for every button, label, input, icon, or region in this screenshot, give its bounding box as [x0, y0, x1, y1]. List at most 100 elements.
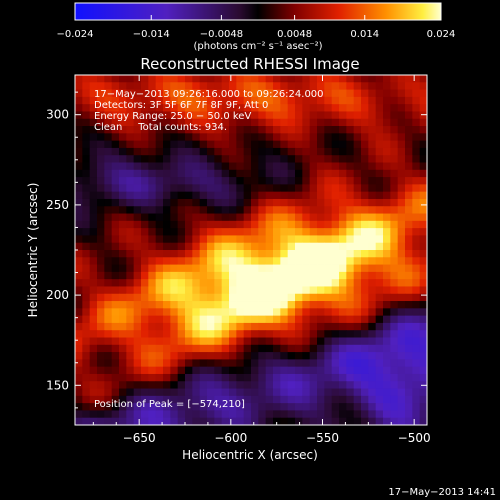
heatmap-cell — [361, 381, 369, 389]
heatmap-cell — [317, 96, 325, 105]
heatmap-cell — [265, 89, 274, 98]
heatmap-cell — [368, 322, 377, 331]
heatmap-cell — [368, 96, 377, 105]
heatmap-cell — [317, 140, 325, 149]
heatmap-cell — [163, 344, 171, 353]
heatmap-cell — [170, 242, 179, 251]
heatmap-cell — [192, 126, 201, 134]
heatmap-cell — [258, 228, 267, 236]
heatmap-cell — [163, 352, 171, 360]
heatmap-cell — [251, 315, 259, 324]
heatmap-cell — [258, 366, 267, 375]
heatmap-cell — [368, 330, 377, 338]
heatmap-cell — [251, 352, 259, 360]
heatmap-cell — [163, 279, 171, 287]
heatmap-cell — [177, 301, 186, 309]
heatmap-cell — [317, 213, 325, 222]
heatmap-cell — [317, 388, 325, 397]
heatmap-cell — [141, 96, 149, 105]
heatmap-cell — [75, 133, 83, 142]
heatmap-cell — [155, 301, 164, 309]
heatmap-cell — [331, 89, 340, 98]
heatmap-cell — [419, 162, 428, 171]
heatmap-cell — [295, 381, 303, 389]
heatmap-cell — [126, 337, 135, 346]
heatmap-cell — [375, 206, 384, 214]
heatmap-cell — [295, 111, 303, 120]
heatmap-cell — [317, 417, 325, 426]
heatmap-cell — [346, 235, 355, 244]
heatmap-cell — [104, 82, 113, 90]
heatmap-cell — [82, 373, 91, 382]
heatmap-cell — [221, 198, 230, 207]
heatmap-cell — [368, 177, 377, 185]
heatmap-cell — [236, 169, 245, 178]
heatmap-cell — [419, 220, 428, 229]
heatmap-cell — [331, 322, 340, 331]
heatmap-cell — [104, 330, 113, 338]
heatmap-cell — [207, 191, 215, 200]
heatmap-cell — [75, 177, 83, 185]
heatmap-cell — [243, 330, 252, 338]
heatmap-cell — [155, 366, 164, 375]
heatmap-cell — [229, 286, 237, 295]
heatmap-cell — [412, 352, 421, 360]
heatmap-cell — [229, 177, 237, 185]
heatmap-cell — [163, 271, 171, 280]
heatmap-cell — [405, 89, 413, 98]
heatmap-cell — [280, 126, 289, 134]
heatmap-cell — [163, 301, 171, 309]
heatmap-cell — [163, 250, 171, 258]
heatmap-cell — [258, 126, 267, 134]
heatmap-cell — [163, 206, 171, 214]
heatmap-cell — [141, 82, 149, 90]
heatmap-cell — [390, 126, 399, 134]
heatmap-cell — [126, 96, 135, 105]
heatmap-cell — [82, 82, 91, 90]
heatmap-cell — [170, 417, 179, 426]
heatmap-cell — [309, 96, 318, 105]
heatmap-cell — [397, 96, 406, 105]
heatmap-cell — [302, 213, 311, 222]
heatmap-cell — [265, 111, 274, 120]
heatmap-cell — [75, 322, 83, 331]
heatmap-cell — [339, 104, 347, 112]
heatmap-cell — [287, 322, 296, 331]
heatmap-cell — [214, 322, 223, 331]
heatmap-cell — [119, 381, 127, 389]
heatmap-cell — [273, 118, 281, 127]
heatmap-cell — [75, 264, 83, 273]
heatmap-cell — [185, 228, 193, 236]
heatmap-cell — [412, 264, 421, 273]
heatmap-cell — [155, 126, 164, 134]
heatmap-cell — [309, 133, 318, 142]
heatmap-cell — [97, 126, 105, 134]
heatmap-cell — [243, 206, 252, 214]
heatmap-cell — [339, 118, 347, 127]
annotation-time: 17−May−2013 09:26:16.000 to 09:26:24.000 — [94, 89, 324, 100]
heatmap-cell — [375, 395, 384, 404]
heatmap-cell — [287, 286, 296, 295]
heatmap-cell — [236, 315, 245, 324]
heatmap-cell — [104, 337, 113, 346]
heatmap-cell — [339, 111, 347, 120]
heatmap-cell — [89, 271, 98, 280]
heatmap-cell — [214, 169, 223, 178]
heatmap-cell — [383, 264, 391, 273]
heatmap-cell — [177, 344, 186, 353]
heatmap-cell — [192, 104, 201, 112]
heatmap-cell — [111, 228, 120, 236]
heatmap-cell — [346, 271, 355, 280]
heatmap-cell — [353, 235, 362, 244]
heatmap-cell — [141, 410, 149, 419]
heatmap-cell — [75, 359, 83, 368]
heatmap-cell — [346, 155, 355, 163]
heatmap-cell — [324, 388, 333, 397]
heatmap-cell — [82, 271, 91, 280]
heatmap-cell — [97, 359, 105, 368]
heatmap-cell — [126, 89, 135, 98]
heatmap-cell — [214, 395, 223, 404]
heatmap-cell — [97, 213, 105, 222]
heatmap-cell — [405, 352, 413, 360]
heatmap-cell — [148, 403, 157, 411]
